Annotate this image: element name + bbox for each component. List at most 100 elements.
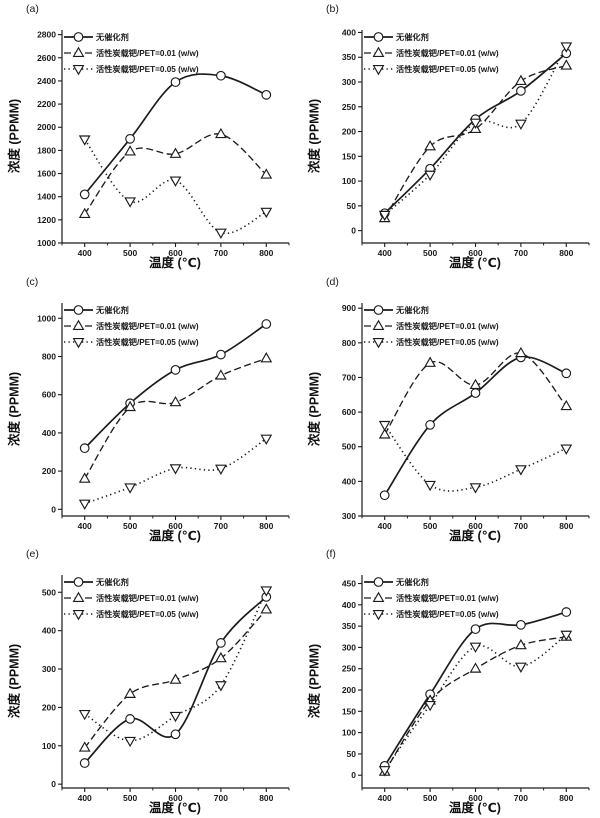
series-line-2 — [384, 424, 567, 492]
y-tick-label: 500 — [42, 587, 56, 597]
triangle-up-marker — [78, 741, 91, 752]
x-tick-label: 800 — [559, 248, 573, 258]
x-tick-label: 400 — [378, 793, 392, 803]
y-tick-label: 0 — [51, 504, 56, 514]
x-tick-label: 700 — [214, 521, 228, 531]
plot-b: 0 50 100 150 200 250 300 350 400 400 500 600 700 800 无… — [342, 27, 590, 258]
series-markers-0 — [79, 70, 272, 200]
circle-marker — [216, 349, 226, 360]
chart-panel-b: (b) 浓度 (PPMM) 温度 (℃) 0 50 100 150 200 250 300 3… — [300, 0, 600, 273]
y-tick-label: 400 — [342, 476, 356, 486]
series-line-1 — [384, 65, 567, 219]
y-tick-label: 300 — [342, 77, 356, 87]
x-tick-label: 700 — [214, 793, 228, 803]
legend-label: 无催化剂 — [95, 577, 129, 587]
legend-label: 无催化剂 — [95, 305, 129, 315]
x-tick-label: 600 — [468, 248, 482, 258]
x-axis-label: 温度 (℃) — [149, 529, 201, 543]
plot-d: 300 400 500 600 700 800 900 400 500 600 700 800 无催化剂… — [342, 303, 590, 531]
circle-marker — [373, 305, 384, 315]
plot-a: 1000 1200 1400 1600 1800 2000 2200 2400 2600 2800… — [37, 30, 290, 258]
triangle-down-marker — [72, 65, 85, 76]
x-tick-label: 700 — [514, 793, 528, 803]
triangle-down-marker — [378, 766, 391, 777]
y-tick-label: 300 — [42, 664, 56, 674]
panel-label-e: (e) — [26, 548, 39, 560]
x-tick-label: 800 — [559, 793, 573, 803]
legend-label: 活性炭载钯/PET=0.05 (w/w) — [96, 337, 199, 347]
x-tick-label: 700 — [514, 521, 528, 531]
triangle-up-marker — [424, 356, 436, 367]
x-tick-label: 500 — [123, 248, 137, 258]
y-tick-label: 1600 — [37, 169, 56, 179]
legend-label: 活性炭载钯/PET=0.01 (w/w) — [96, 48, 199, 58]
y-tick-label: 2000 — [37, 122, 56, 132]
legend-label: 活性炭载钯/PET=0.05 (w/w) — [396, 337, 499, 347]
chart-panel-f: (f) 浓度 (PPMM) 温度 (℃) 0 50 100 150 200 250 300 3… — [300, 545, 600, 818]
x-axis-label: 温度 (℃) — [449, 801, 501, 815]
circle-marker — [261, 319, 272, 329]
triangle-up-marker — [424, 140, 436, 151]
circle-marker — [170, 729, 181, 740]
y-tick-label: 50 — [347, 201, 357, 211]
triangle-down-marker — [78, 135, 91, 146]
y-tick-label: 700 — [342, 372, 356, 382]
chart-panel-e: (e) 浓度 (PPMM) 温度 (℃) 0 100 200 300 400 500 400… — [0, 545, 300, 818]
legend-label: 活性炭载钯/PET=0.01 (w/w) — [396, 593, 499, 603]
triangle-down-marker — [424, 480, 436, 492]
axes — [361, 575, 589, 789]
x-tick-label: 400 — [78, 793, 92, 803]
y-tick-labels: 0 100 200 300 400 500 — [42, 587, 62, 789]
y-tick-label: 300 — [342, 511, 356, 521]
circle-marker — [425, 420, 435, 430]
legend-label: 活性炭载钯/PET=0.01 (w/w) — [96, 593, 199, 603]
panel-label-d: (d) — [326, 276, 339, 288]
y-tick-labels: 1000 1200 1400 1600 1800 2000 2200 2400 2600 2800 — [37, 30, 62, 248]
legend-label: 活性炭载钯/PET=0.05 (w/w) — [396, 609, 499, 619]
triangle-down-marker — [469, 483, 482, 494]
y-tick-label: 200 — [42, 466, 56, 476]
x-tick-label: 800 — [259, 248, 273, 258]
axes — [61, 30, 289, 244]
triangle-down-marker — [169, 176, 182, 187]
triangle-up-marker — [515, 638, 527, 650]
series-markers-2 — [378, 630, 573, 777]
circle-marker — [125, 714, 135, 724]
series-markers-0 — [379, 607, 572, 771]
x-tick-label: 500 — [423, 793, 437, 803]
x-tick-label: 500 — [423, 521, 437, 531]
chart-panel-a: (a) 浓度 (PPMM) 温度 (℃) 1000 1200 1400 1600 180… — [0, 0, 300, 273]
x-tick-label: 800 — [559, 521, 573, 531]
y-tick-labels: 0 50 100 150 200 250 300 350 400 — [342, 27, 362, 236]
circle-marker — [470, 388, 481, 398]
triangle-up-marker — [372, 319, 385, 330]
triangle-down-marker — [560, 42, 573, 53]
triangle-down-marker — [169, 464, 182, 475]
series-markers-2 — [78, 434, 273, 510]
y-tick-label: 2400 — [37, 76, 56, 86]
circle-marker — [373, 32, 384, 42]
series-markers-2 — [78, 586, 273, 748]
y-tick-label: 800 — [42, 351, 56, 361]
series-line-0 — [384, 52, 567, 214]
circle-marker — [125, 133, 135, 144]
series-markers-1 — [378, 346, 573, 439]
series-line-0 — [84, 73, 267, 195]
triangle-up-marker — [469, 662, 482, 673]
y-tick-label: 50 — [347, 749, 357, 759]
x-tick-label: 500 — [123, 793, 137, 803]
series-markers-0 — [79, 592, 272, 768]
y-tick-label: 0 — [351, 770, 356, 780]
triangle-up-marker — [124, 687, 136, 698]
y-tick-label: 300 — [342, 642, 356, 652]
triangle-up-marker — [515, 74, 527, 85]
y-tick-label: 350 — [342, 52, 356, 62]
circle-marker — [73, 577, 84, 587]
triangle-down-marker — [560, 444, 573, 455]
y-tick-label: 1200 — [37, 215, 56, 225]
legend-label: 活性炭载钯/PET=0.01 (w/w) — [396, 321, 499, 331]
